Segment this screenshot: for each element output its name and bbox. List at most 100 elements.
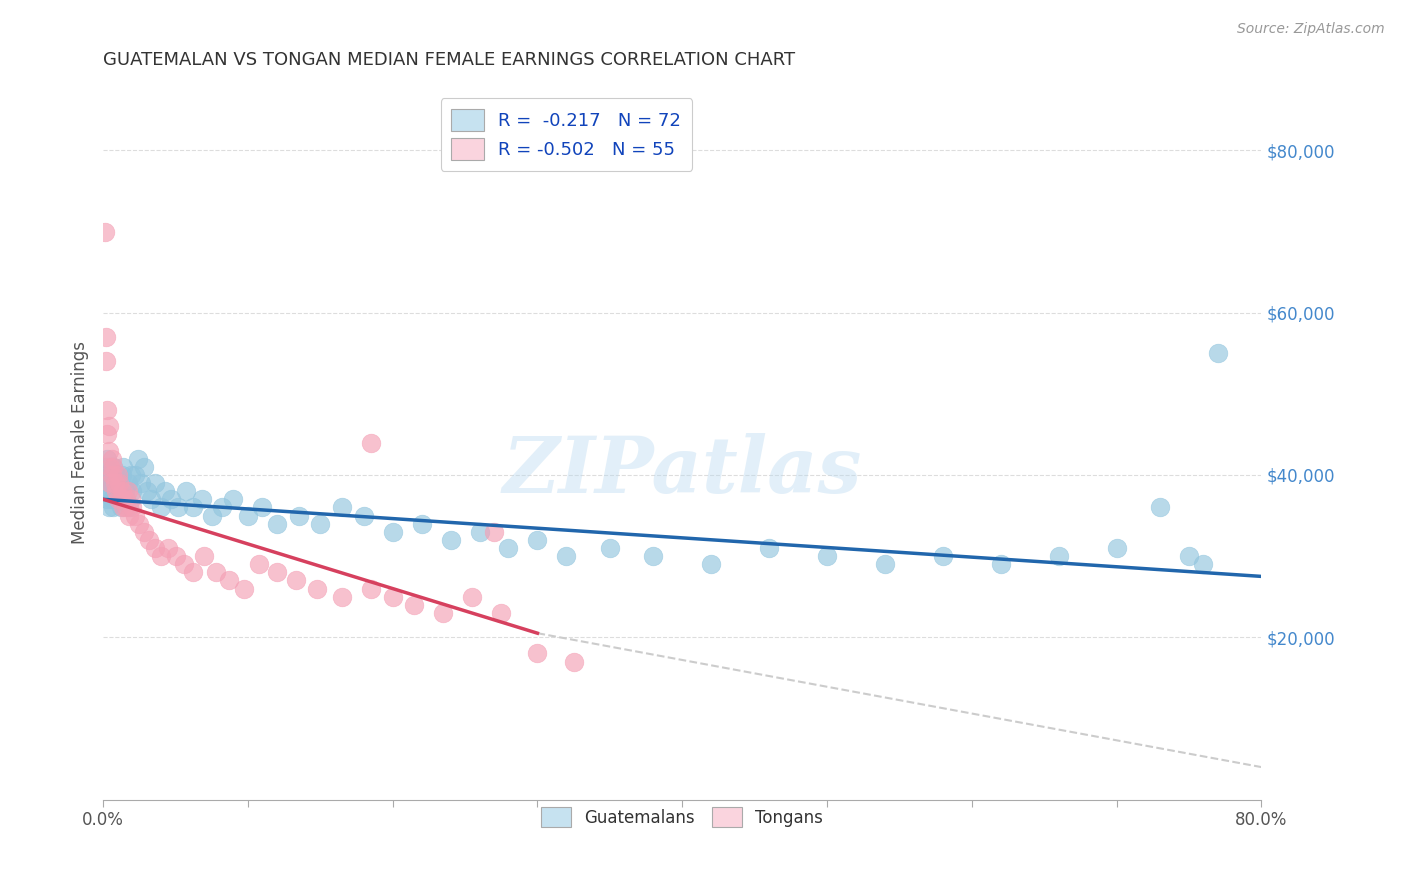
Point xyxy=(114,484,136,499)
Point xyxy=(118,500,141,515)
Point xyxy=(135,484,157,499)
Point xyxy=(498,541,520,555)
Point xyxy=(118,508,141,523)
Point xyxy=(103,500,125,515)
Point xyxy=(307,582,329,596)
Point xyxy=(124,508,146,523)
Point xyxy=(211,500,233,515)
Text: Source: ZipAtlas.com: Source: ZipAtlas.com xyxy=(1237,22,1385,37)
Point xyxy=(111,467,134,482)
Point xyxy=(114,492,136,507)
Point xyxy=(94,459,117,474)
Point xyxy=(110,492,132,507)
Text: GUATEMALAN VS TONGAN MEDIAN FEMALE EARNINGS CORRELATION CHART: GUATEMALAN VS TONGAN MEDIAN FEMALE EARNI… xyxy=(103,51,796,69)
Point xyxy=(526,647,548,661)
Point xyxy=(157,541,180,555)
Point xyxy=(236,508,259,523)
Point xyxy=(990,558,1012,572)
Point xyxy=(121,484,143,499)
Point xyxy=(129,476,152,491)
Point xyxy=(105,484,128,499)
Point xyxy=(107,492,129,507)
Point xyxy=(815,549,838,563)
Point xyxy=(190,492,212,507)
Point xyxy=(108,484,131,499)
Point xyxy=(112,500,135,515)
Point xyxy=(107,476,129,491)
Point xyxy=(101,451,124,466)
Point xyxy=(97,443,120,458)
Point xyxy=(127,451,149,466)
Point xyxy=(330,500,353,515)
Point xyxy=(124,467,146,482)
Point xyxy=(160,492,183,507)
Point xyxy=(193,549,215,563)
Point xyxy=(143,476,166,491)
Point xyxy=(138,533,160,547)
Point xyxy=(98,484,121,499)
Point xyxy=(97,419,120,434)
Point xyxy=(174,484,197,499)
Point xyxy=(111,484,134,499)
Text: ZIPatlas: ZIPatlas xyxy=(502,433,862,509)
Point xyxy=(107,467,129,482)
Point xyxy=(432,606,454,620)
Point xyxy=(93,225,115,239)
Point xyxy=(252,500,274,515)
Point xyxy=(1047,549,1070,563)
Point xyxy=(103,459,125,474)
Point xyxy=(700,558,723,572)
Point xyxy=(101,467,124,482)
Point xyxy=(284,574,307,588)
Point xyxy=(249,558,271,572)
Point xyxy=(360,582,382,596)
Point xyxy=(461,590,484,604)
Point xyxy=(266,516,288,531)
Point xyxy=(439,533,461,547)
Point xyxy=(98,476,121,491)
Point xyxy=(165,549,187,563)
Point xyxy=(107,492,129,507)
Point xyxy=(132,524,155,539)
Point xyxy=(353,508,375,523)
Point xyxy=(97,500,120,515)
Point xyxy=(526,533,548,547)
Point xyxy=(115,492,138,507)
Point xyxy=(1192,558,1215,572)
Point xyxy=(491,606,513,620)
Point xyxy=(266,566,288,580)
Y-axis label: Median Female Earnings: Median Female Earnings xyxy=(72,341,89,544)
Point xyxy=(94,354,117,368)
Point xyxy=(873,558,896,572)
Point xyxy=(98,459,121,474)
Point xyxy=(404,598,426,612)
Point xyxy=(381,524,404,539)
Point xyxy=(117,476,139,491)
Point xyxy=(381,590,404,604)
Point xyxy=(139,492,162,507)
Point xyxy=(98,467,121,482)
Point xyxy=(309,516,332,531)
Point xyxy=(101,476,124,491)
Point xyxy=(599,541,621,555)
Point xyxy=(1105,541,1128,555)
Point xyxy=(932,549,955,563)
Point xyxy=(1178,549,1201,563)
Point xyxy=(121,500,143,515)
Point xyxy=(120,467,142,482)
Point xyxy=(132,459,155,474)
Point xyxy=(104,476,127,491)
Point xyxy=(360,435,382,450)
Point xyxy=(562,655,585,669)
Point xyxy=(104,484,127,499)
Point xyxy=(330,590,353,604)
Point xyxy=(181,500,204,515)
Point xyxy=(758,541,780,555)
Point xyxy=(643,549,665,563)
Point xyxy=(105,467,128,482)
Point xyxy=(555,549,578,563)
Point xyxy=(205,566,228,580)
Point xyxy=(108,476,131,491)
Legend: Guatemalans, Tongans: Guatemalans, Tongans xyxy=(534,800,830,834)
Point xyxy=(94,484,117,499)
